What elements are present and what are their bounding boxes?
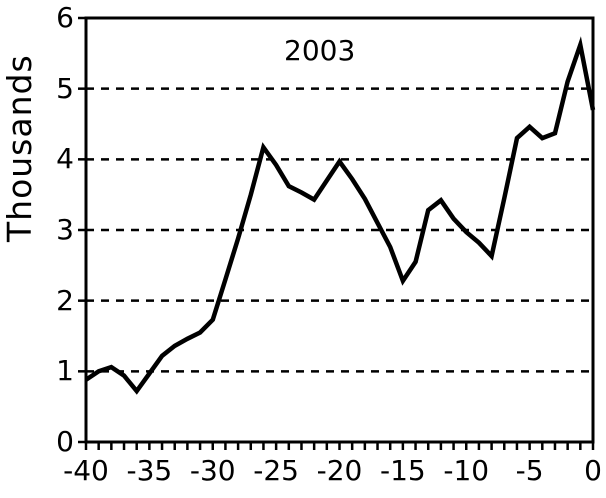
y-tick-label: 3 [56, 213, 74, 246]
x-tick-label: -30 [189, 454, 236, 487]
gridlines [86, 87, 593, 373]
y-tick-label: 1 [56, 354, 74, 388]
x-tick-label: 0 [584, 454, 602, 487]
series-annotation: 2003 [284, 34, 356, 67]
y-tick-label: 2 [56, 283, 74, 317]
y-tick-label: 0 [56, 425, 74, 458]
plot-border [84, 16, 595, 444]
y-tick-label: 5 [56, 71, 74, 105]
x-tick-label: -5 [515, 454, 544, 487]
x-tick-label: -35 [126, 454, 173, 487]
y-tick-label: 6 [56, 1, 74, 34]
x-tick-label: -40 [63, 454, 109, 487]
x-tick-label: -10 [443, 454, 490, 487]
y-tick-label: 4 [56, 142, 74, 176]
x-tick-label: -25 [253, 454, 299, 487]
x-tick-label: -15 [380, 454, 426, 487]
data-line [84, 36, 596, 395]
x-tick-label: -20 [316, 454, 363, 487]
